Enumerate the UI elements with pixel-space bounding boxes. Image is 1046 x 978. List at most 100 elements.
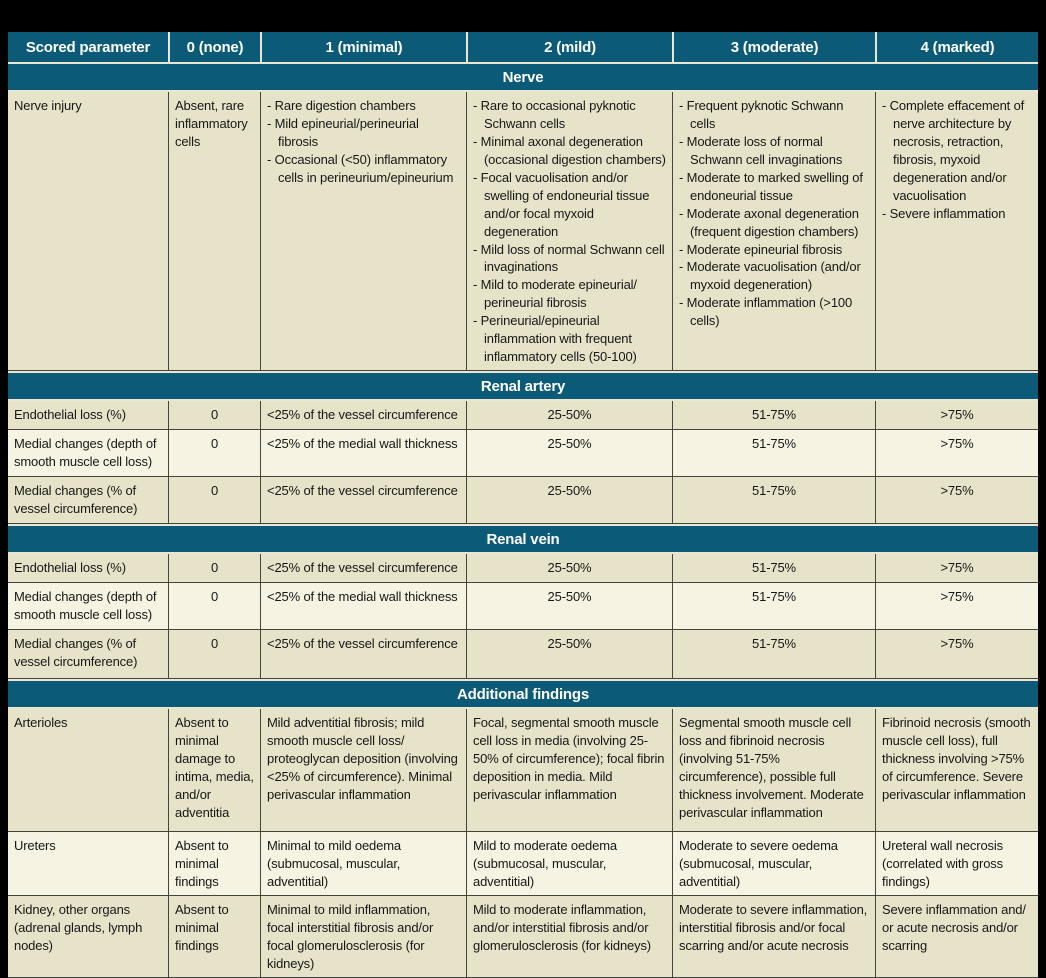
column-header: 1 (minimal) [260, 32, 466, 62]
table-row: Medial changes (depth of smooth muscle c… [8, 430, 1038, 478]
score-cell: >75% [875, 583, 1038, 630]
score-cell: <25% of the medial wall thickness [260, 583, 466, 630]
parameter-cell: Medial changes (depth of smooth muscle c… [14, 589, 157, 622]
score-cell: 25-50% [466, 583, 672, 630]
score-cell: 0 [168, 583, 260, 630]
bullet-item: Rare to occasional pyknotic Schwann cell… [473, 97, 666, 133]
score-cell: >75% [875, 477, 1038, 524]
bullet-item: Moderate vacuolisation (and/or myxoid de… [679, 258, 869, 294]
score-cell: 25-50% [466, 430, 672, 477]
table-header-row: Scored parameter 0 (none) 1 (minimal) 2 (mi… [8, 32, 1038, 62]
score-cell: >75% [875, 401, 1038, 430]
score-cell: <25% of the vessel circumference [260, 554, 466, 583]
score-cell: <25% of the medial wall thickness [260, 430, 466, 477]
parameter-cell: Nerve injury [14, 98, 82, 113]
score-cell: Absent to minimal findings [168, 832, 260, 896]
section-header: Renal vein [8, 524, 1038, 555]
score-cell: Segmental smooth muscle cell loss and fi… [672, 709, 875, 832]
table-body: Nerve Nerve injury Absent, rare inflammato… [8, 62, 1038, 978]
score-cell: >75% [875, 430, 1038, 477]
column-header: 3 (moderate) [672, 32, 875, 62]
table-row: Medial changes (depth of smooth muscle c… [8, 583, 1038, 631]
table-row: Nerve injury Absent, rare inflammatory ce… [8, 92, 1038, 372]
bullet-item: Complete effacement of nerve architectur… [882, 97, 1032, 205]
bullet-item: Moderate epineurial fibrosis [679, 241, 869, 259]
column-header: 4 (marked) [875, 32, 1038, 62]
bullet-item: Moderate to marked swelling of endoneuri… [679, 169, 869, 205]
column-header: Scored parameter [25, 38, 151, 56]
score-cell: 25-50% [466, 630, 672, 679]
bullet-item: Severe inflammation [882, 205, 1032, 223]
score-cell: Focal, segmental smooth muscle cell loss… [466, 709, 672, 832]
bullet-item: Moderate loss of normal Schwann cell inv… [679, 133, 869, 169]
table-row: Medial changes (% of vessel circumferenc… [8, 630, 1038, 680]
bullet-item: Mild epineurial/perineurial fibrosis [267, 115, 460, 151]
score-cell: 51-75% [672, 401, 875, 430]
parameter-cell: Endothelial loss (%) [14, 560, 126, 576]
bullet-item: Moderate axonal degeneration (frequent d… [679, 205, 869, 241]
score-cell: 51-75% [672, 583, 875, 630]
score-cell: 0 [168, 477, 260, 524]
score-cell: Absent to minimal damage to intima, medi… [168, 709, 260, 832]
score-cell: 0 [168, 554, 260, 583]
table-row: Ureters Absent to minimal findings Minimal… [8, 832, 1038, 897]
score-cell: Severe inflammation and/ or acute necros… [875, 896, 1038, 977]
column-header: 0 (none) [168, 32, 260, 62]
score-table: Scored parameter 0 (none) 1 (minimal) 2 (mi… [8, 32, 1038, 978]
section-header: Nerve [8, 62, 1038, 92]
score-cell: Minimal to mild inflammation, focal inte… [260, 896, 466, 977]
score-cell: Fibrinoid necrosis (smooth muscle cell l… [875, 709, 1038, 832]
score-cell: Mild adventitial fibrosis; mild smooth m… [260, 709, 466, 832]
score-cell: 0 [168, 401, 260, 430]
table-row: Arterioles Absent to minimal damage to in… [8, 709, 1038, 833]
column-header: 2 (mild) [466, 32, 672, 62]
score-cell: 0 [168, 430, 260, 477]
score-cell: 25-50% [466, 401, 672, 430]
score-cell: Mild to moderate oedema (submucosal, mus… [466, 832, 672, 896]
section-header: Additional findings [8, 679, 1038, 710]
parameter-cell: Medial changes (% of vessel circumferenc… [14, 483, 138, 516]
score-cell: 25-50% [466, 554, 672, 583]
score-cell: Complete effacement of nerve architectur… [875, 92, 1038, 371]
table-row: Endothelial loss (%) 0 <25% of the vessel … [8, 401, 1038, 431]
score-cell: Minimal to mild oedema (submucosal, musc… [260, 832, 466, 896]
bullet-item: Mild to moderate epineurial/ perineurial… [473, 276, 666, 312]
score-cell: Moderate to severe oedema (submucosal, m… [672, 832, 875, 896]
score-cell: Rare digestion chambersMild epineurial/p… [260, 92, 466, 371]
bullet-item: Rare digestion chambers [267, 97, 460, 115]
parameter-cell: Kidney, other organs (adrenal glands, ly… [14, 902, 143, 953]
score-cell: Absent to minimal findings [168, 896, 260, 977]
bullet-item: Minimal axonal degeneration (occasional … [473, 133, 666, 169]
score-cell: 25-50% [466, 477, 672, 524]
score-cell: Rare to occasional pyknotic Schwann cell… [466, 92, 672, 371]
parameter-cell: Medial changes (depth of smooth muscle c… [14, 436, 157, 469]
score-cell: >75% [875, 630, 1038, 679]
section-header: Renal artery [8, 371, 1038, 402]
table-row: Endothelial loss (%) 0 <25% of the vessel … [8, 554, 1038, 584]
bullet-item: Mild loss of normal Schwann cell invagin… [473, 241, 666, 277]
score-cell: 51-75% [672, 430, 875, 477]
score-cell: >75% [875, 554, 1038, 583]
score-cell: <25% of the vessel circumference [260, 630, 466, 679]
parameter-cell: Medial changes (% of vessel circumferenc… [14, 636, 138, 669]
score-cell: Moderate to severe inflammation, interst… [672, 896, 875, 977]
parameter-cell: Ureters [14, 838, 56, 854]
score-cell: Mild to moderate inflammation, and/or in… [466, 896, 672, 977]
score-cell: 0 [168, 630, 260, 679]
table-row: Kidney, other organs (adrenal glands, ly… [8, 896, 1038, 978]
parameter-cell: Endothelial loss (%) [14, 407, 126, 423]
score-cell: Frequent pyknotic Schwann cellsModerate … [672, 92, 875, 371]
score-cell: 51-75% [672, 630, 875, 679]
bullet-item: Perineurial/epineurial inflammation with… [473, 312, 666, 366]
bullet-item: Occasional (<50) inflammatory cells in p… [267, 151, 460, 187]
score-cell: <25% of the vessel circumference [260, 401, 466, 430]
score-cell: Absent, rare inflammatory cells [168, 92, 260, 371]
score-cell: Ureteral wall necrosis (correlated with … [875, 832, 1038, 896]
bullet-item: Focal vacuolisation and/or swelling of e… [473, 169, 666, 241]
bullet-item: Moderate inflammation (>100 cells) [679, 294, 869, 330]
score-cell: 51-75% [672, 477, 875, 524]
score-cell: <25% of the vessel circumference [260, 477, 466, 524]
parameter-cell: Arterioles [14, 715, 68, 731]
table-row: Medial changes (% of vessel circumferenc… [8, 477, 1038, 525]
